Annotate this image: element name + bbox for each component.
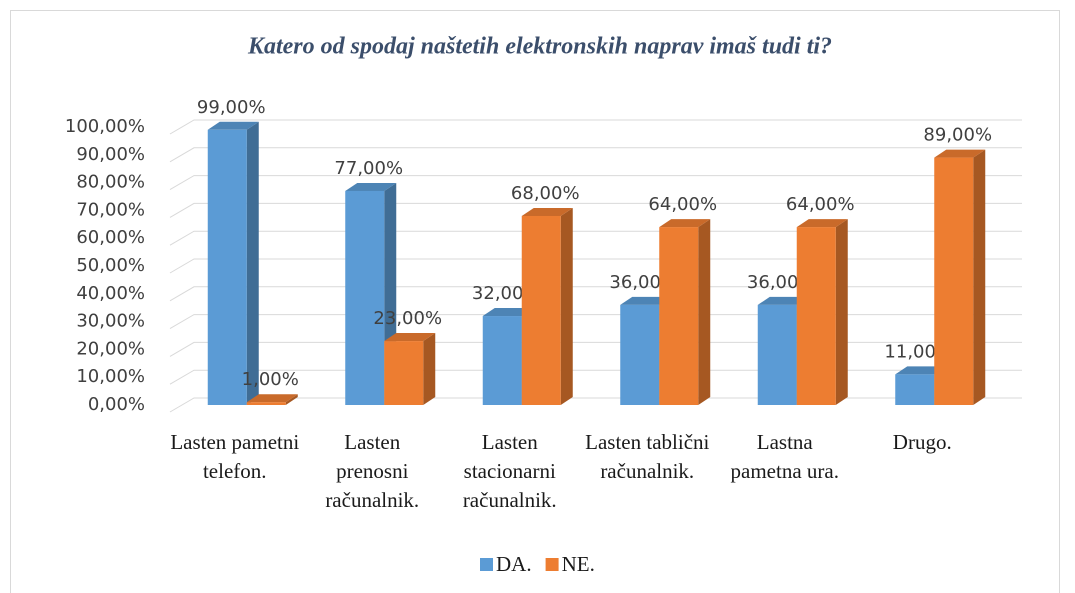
x-tick-label: Lasten tablični računalnik. [585,430,710,483]
bar [521,207,573,405]
bar-front [934,157,974,405]
bar-top [895,366,947,375]
y-tick-label: 20,00% [76,338,145,359]
grid-line [169,202,1022,218]
y-tick-label: 100,00% [65,116,145,137]
y-tick-label: 50,00% [76,255,145,276]
bar-top [620,296,672,305]
bar-top [521,207,573,216]
y-tick-label: 80,00% [76,172,145,193]
bar-front [345,190,385,405]
bar-top [246,394,298,403]
data-label: 64,00% [786,194,855,215]
bar-top [482,308,534,317]
bar [796,219,848,405]
bar [207,121,259,405]
grid-line [169,119,1022,135]
data-label: 64,00% [648,194,717,215]
bar-top [384,333,436,342]
grid-line [169,341,1022,357]
bar-side [973,149,986,405]
bar-front [482,316,522,405]
data-label: 99,00% [197,97,266,118]
data-label: 89,00% [923,125,992,146]
grid-line [169,230,1022,246]
bar-top [757,296,809,305]
bar [659,219,711,405]
grid-line [169,258,1022,274]
bar-side [560,207,573,405]
x-tick-label: Lasten stacionarni računalnik. [462,430,557,512]
grid-line [169,397,1022,413]
bar-front [384,341,424,405]
bar [246,394,298,405]
grid-line [169,175,1022,191]
grid-line [169,369,1022,385]
bar-front [521,215,561,405]
bar-front [659,227,699,405]
data-label: 1,00% [242,369,299,390]
bar-side [423,333,436,405]
x-tick-label: Lasten prenosni računalnik. [325,430,420,512]
bar-front [246,402,286,405]
x-tick-label: Drugo. [892,430,952,454]
grid-line [169,286,1022,302]
bar-side [698,219,711,405]
y-tick-label: 90,00% [76,144,145,165]
data-label: 68,00% [511,183,580,204]
data-label: 23,00% [373,308,442,329]
chart-title: Katero od spodaj naštetih elektronskih n… [247,34,832,60]
data-label: 77,00% [334,158,403,179]
legend-label: NE. [562,552,595,576]
bar-top [345,182,397,191]
bar-top [659,219,711,228]
bar-front [207,129,247,405]
legend-swatch [480,558,493,571]
bar-front [620,304,660,405]
y-tick-label: 30,00% [76,311,145,332]
legend-label: DA. [496,552,532,576]
bar [934,149,986,405]
x-tick-label: Lasten pametni telefon. [170,430,300,483]
bar-front [757,304,797,405]
y-tick-label: 60,00% [76,227,145,248]
legend-swatch [545,558,559,571]
y-tick-label: 0,00% [88,394,145,415]
bar-side [246,121,259,405]
bar [384,333,436,405]
y-tick-label: 70,00% [76,199,145,220]
bar-top [207,121,259,130]
grid-line [169,314,1022,330]
x-tick-label: Lastna pametna ura. [730,430,839,483]
y-tick-label: 40,00% [76,283,145,304]
bar-front [895,374,935,405]
bar-front [796,227,836,405]
y-tick-label: 10,00% [76,366,145,387]
bar-top [934,149,986,158]
bar-side [835,219,848,405]
grid-line [169,147,1022,163]
chart-frame [10,10,1060,593]
bar-side [285,394,298,405]
bar-top [796,219,848,228]
